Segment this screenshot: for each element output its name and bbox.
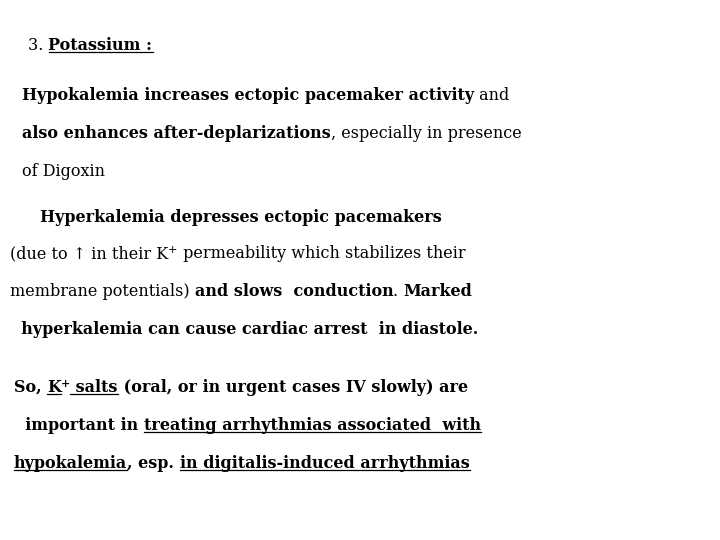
Text: (oral, or in urgent cases IV slowly) are: (oral, or in urgent cases IV slowly) are bbox=[118, 379, 468, 396]
Text: +: + bbox=[168, 245, 178, 255]
Text: 3.: 3. bbox=[28, 37, 48, 54]
Text: Hyperkalemia depresses ectopic pacemakers: Hyperkalemia depresses ectopic pacemaker… bbox=[40, 209, 442, 226]
Text: and slows  conduction: and slows conduction bbox=[194, 283, 394, 300]
Text: .: . bbox=[394, 283, 404, 300]
Text: Hypokalemia increases ectopic pacemaker activity: Hypokalemia increases ectopic pacemaker … bbox=[22, 87, 474, 104]
Text: Potassium :: Potassium : bbox=[48, 37, 153, 54]
Text: +: + bbox=[61, 378, 71, 389]
Text: membrane potentials): membrane potentials) bbox=[10, 283, 194, 300]
Text: treating arrhythmias associated  with: treating arrhythmias associated with bbox=[144, 417, 481, 434]
Text: hypokalemia: hypokalemia bbox=[14, 455, 127, 472]
Text: also enhances after-deplarizations: also enhances after-deplarizations bbox=[22, 125, 330, 142]
Text: K: K bbox=[48, 379, 61, 396]
Text: in digitalis-induced arrhythmias: in digitalis-induced arrhythmias bbox=[180, 455, 469, 472]
Text: , esp.: , esp. bbox=[127, 455, 180, 472]
Text: permeability which stabilizes their: permeability which stabilizes their bbox=[178, 245, 465, 262]
Text: (due to ↑ in their K: (due to ↑ in their K bbox=[10, 245, 168, 262]
Text: and: and bbox=[474, 87, 509, 104]
Text: hyperkalemia can cause cardiac arrest  in diastole.: hyperkalemia can cause cardiac arrest in… bbox=[10, 321, 478, 338]
Text: salts: salts bbox=[71, 379, 118, 396]
Text: So,: So, bbox=[14, 379, 48, 396]
Text: , especially in presence: , especially in presence bbox=[330, 125, 521, 142]
Text: Marked: Marked bbox=[404, 283, 472, 300]
Text: important in: important in bbox=[14, 417, 144, 434]
Text: of Digoxin: of Digoxin bbox=[22, 163, 105, 180]
